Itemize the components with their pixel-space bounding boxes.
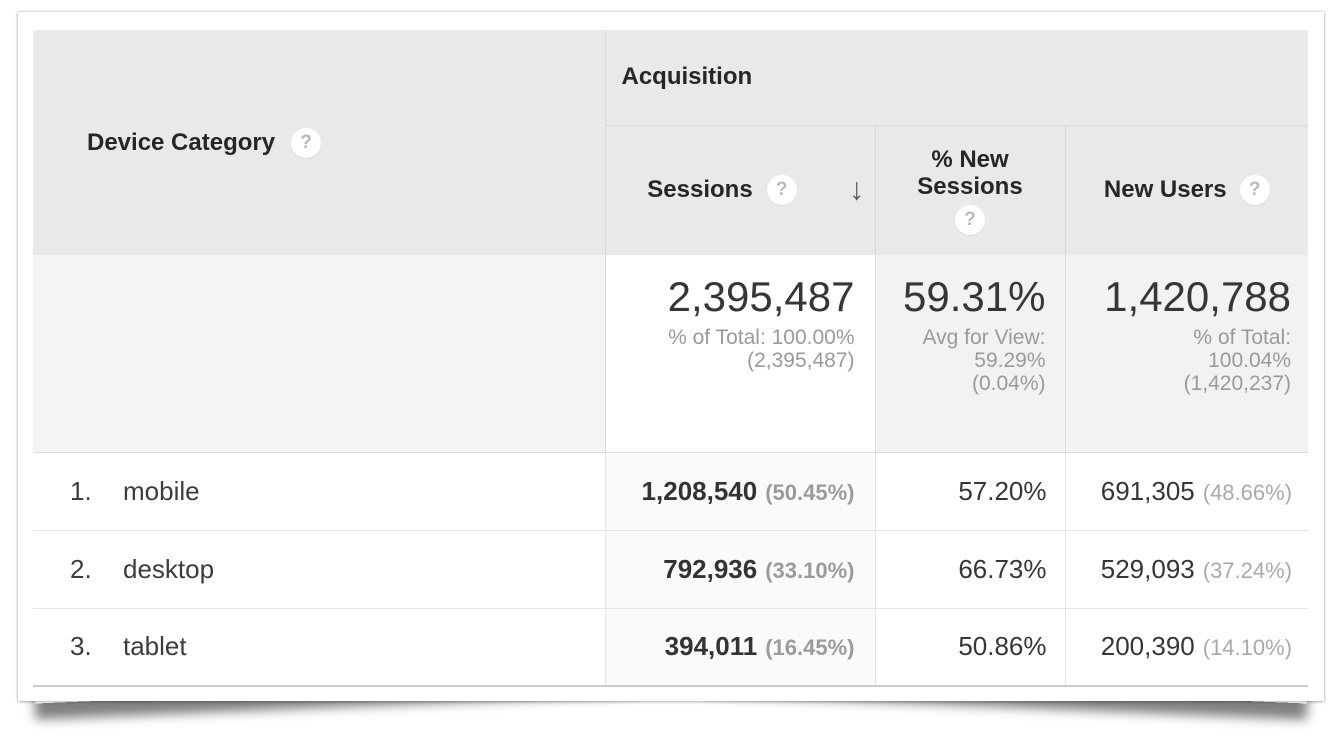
new-users-header-label: New Users [1103, 176, 1227, 204]
help-icon[interactable]: ? [291, 127, 322, 158]
device-category-header-label: Device Category [87, 128, 276, 156]
summary-percent-new-sessions-cell: 59.31% Avg for View: 59.29% (0.04%) [874, 255, 1065, 453]
device-cell: 3. tablet [33, 607, 605, 686]
device-cell: 1. mobile [33, 452, 605, 530]
new-users-percent: (48.66%) [1202, 479, 1293, 505]
percent-new-sessions-value: 50.86% [958, 631, 1047, 662]
new-users-percent: (37.24%) [1202, 557, 1293, 583]
sessions-percent: (33.10%) [765, 557, 855, 583]
new-users-cell: 529,093 (37.24%) [1064, 529, 1309, 608]
summary-new-users-cell: 1,420,788 % of Total: 100.04% (1,420,237… [1064, 255, 1309, 453]
sessions-value: 394,011 [664, 631, 758, 662]
help-icon[interactable]: ? [955, 204, 985, 235]
acquisition-group-label: Acquisition [621, 63, 753, 91]
device-category-column-header[interactable]: Device Category ? [33, 30, 606, 255]
device-name: mobile [123, 475, 200, 506]
percent-new-sessions-value: 66.73% [958, 553, 1047, 584]
summary-sessions-note-line1: % of Total: 100.00% [668, 326, 855, 349]
summary-new-users-note-line3: (1,420,237) [1183, 372, 1292, 395]
report-table-card: Device Category ? Acquisition Sessions [18, 12, 1324, 701]
new-users-value: 529,093 [1100, 553, 1195, 584]
summary-sessions-value: 2,395,487 [667, 273, 855, 320]
sessions-cell: 1,208,540 (50.45%) [604, 452, 875, 530]
new-users-column-header[interactable]: New Users ? [1064, 125, 1309, 255]
summary-dimension-cell [33, 255, 605, 453]
new-users-value: 691,305 [1100, 475, 1195, 506]
table-row: 3. tablet 394,011 (16.45%) 50.86% 200,390… [33, 607, 1309, 686]
sessions-percent: (16.45%) [765, 635, 855, 661]
summary-percent-new-sessions-note-line2: 59.29% [974, 349, 1046, 372]
summary-new-users-note-line2: 100.04% [1208, 349, 1292, 372]
percent-new-sessions-header-label: % New Sessions [917, 145, 1023, 200]
sessions-percent: (50.45%) [765, 479, 855, 505]
row-index: 1. [70, 475, 92, 506]
summary-sessions-note-line2: (2,395,487) [747, 349, 855, 372]
summary-sessions-cell: 2,395,487 % of Total: 100.00% (2,395,487… [604, 255, 875, 453]
sort-descending-icon[interactable]: ↓ [849, 171, 865, 207]
table-row: 2. desktop 792,936 (33.10%) 66.73% 529,09… [33, 529, 1309, 608]
percent-new-sessions-value: 57.20% [958, 475, 1047, 506]
sessions-cell: 792,936 (33.10%) [604, 529, 875, 608]
summary-percent-new-sessions-note-line1: Avg for View: [922, 326, 1046, 349]
device-category-report-table: Device Category ? Acquisition Sessions [33, 30, 1309, 687]
sessions-cell: 394,011 (16.45%) [604, 607, 875, 686]
new-users-cell: 200,390 (14.10%) [1064, 607, 1309, 686]
summary-percent-new-sessions-note-line3: (0.04%) [971, 372, 1046, 395]
percent-new-sessions-column-header[interactable]: % New Sessions ? [874, 125, 1065, 255]
new-users-cell: 691,305 (48.66%) [1064, 452, 1309, 530]
sessions-value: 792,936 [663, 553, 758, 584]
new-users-percent: (14.10%) [1202, 635, 1293, 661]
help-icon[interactable]: ? [1239, 175, 1270, 206]
row-index: 2. [70, 553, 92, 584]
device-name: desktop [123, 553, 215, 584]
acquisition-group-header: Acquisition [605, 30, 1309, 126]
summary-new-users-note-line1: % of Total: [1193, 326, 1292, 349]
percent-new-sessions-cell: 57.20% [874, 452, 1065, 530]
device-name: tablet [123, 631, 187, 662]
summary-new-users-value: 1,420,788 [1104, 273, 1292, 320]
device-cell: 2. desktop [33, 529, 605, 608]
summary-percent-new-sessions-value: 59.31% [903, 273, 1046, 320]
percent-new-sessions-cell: 50.86% [874, 607, 1065, 686]
table-row: 1. mobile 1,208,540 (50.45%) 57.20% 691,3… [33, 452, 1309, 530]
sessions-value: 1,208,540 [641, 475, 758, 506]
summary-row: 2,395,487 % of Total: 100.00% (2,395,487… [33, 255, 1309, 453]
new-users-value: 200,390 [1100, 631, 1195, 662]
percent-new-sessions-cell: 66.73% [874, 529, 1065, 608]
sessions-column-header[interactable]: Sessions ? ↓ [605, 125, 875, 255]
sessions-header-label: Sessions [647, 176, 753, 204]
row-index: 3. [70, 631, 92, 662]
help-icon[interactable]: ? [766, 175, 797, 206]
